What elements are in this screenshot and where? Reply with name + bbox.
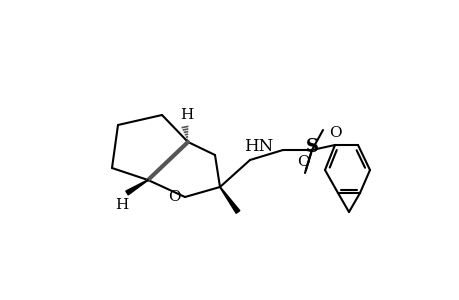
Text: H: H xyxy=(180,108,193,122)
Polygon shape xyxy=(126,180,148,195)
Polygon shape xyxy=(219,187,239,213)
Text: S: S xyxy=(305,138,318,156)
Text: H: H xyxy=(115,198,129,212)
Text: O: O xyxy=(168,190,180,204)
Text: HN: HN xyxy=(243,137,272,154)
Text: O: O xyxy=(296,155,308,169)
Text: O: O xyxy=(328,126,341,140)
